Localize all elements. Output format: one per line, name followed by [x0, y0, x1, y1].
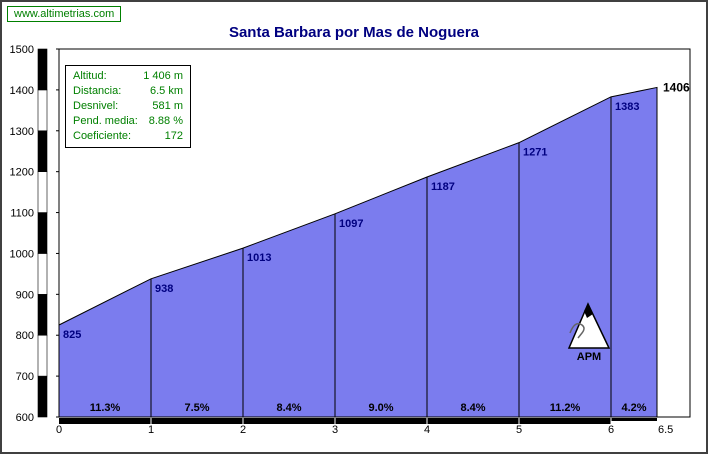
svg-text:900: 900 — [16, 289, 34, 301]
stat-value: 8.88 % — [148, 115, 183, 127]
svg-text:1200: 1200 — [10, 167, 34, 179]
stat-row: Altitud: 1 406 m — [73, 69, 183, 84]
labels-group: 825 938 1013 1097 1187 1271 1383 1406 11.3% 7.5% 8… — [63, 80, 690, 414]
stat-label: Distancia: — [73, 85, 122, 97]
page-title: Santa Barbara por Mas de Noguera — [228, 24, 480, 41]
svg-text:APM: APM — [577, 351, 601, 363]
svg-text:11.3%: 11.3% — [90, 402, 121, 414]
svg-text:2: 2 — [240, 424, 246, 436]
svg-text:800: 800 — [16, 330, 34, 342]
svg-text:0: 0 — [56, 424, 62, 436]
svg-text:1400: 1400 — [10, 85, 34, 97]
stat-row: Coeficiente: 172 — [73, 129, 183, 144]
svg-text:7.5%: 7.5% — [184, 402, 209, 414]
stat-value: 1 406 m — [143, 70, 183, 82]
stat-row: Pend. media: 8.88 % — [73, 114, 183, 129]
svg-text:4.2%: 4.2% — [621, 402, 646, 414]
goat-icon — [569, 322, 585, 339]
svg-text:1013: 1013 — [247, 252, 271, 264]
svg-text:700: 700 — [16, 371, 34, 383]
stat-label: Altitud: — [73, 70, 107, 82]
svg-text:1300: 1300 — [10, 126, 34, 138]
svg-text:1500: 1500 — [10, 44, 34, 56]
stat-row: Distancia: 6.5 km — [73, 84, 183, 99]
site-link[interactable]: www.altimetrias.com — [7, 6, 122, 22]
stat-label: Desnivel: — [73, 100, 119, 112]
svg-text:8.4%: 8.4% — [460, 402, 485, 414]
apm-mountain-icon: APM — [567, 302, 611, 363]
svg-text:5: 5 — [516, 424, 522, 436]
svg-text:8.4%: 8.4% — [276, 402, 301, 414]
svg-text:1: 1 — [148, 424, 154, 436]
svg-text:825: 825 — [63, 329, 81, 341]
svg-text:4: 4 — [424, 424, 430, 436]
svg-text:6: 6 — [608, 424, 614, 436]
svg-text:1100: 1100 — [10, 208, 34, 220]
svg-text:3: 3 — [332, 424, 338, 436]
svg-text:1000: 1000 — [10, 248, 34, 260]
stat-label: Pend. media: — [73, 115, 138, 127]
svg-text:1271: 1271 — [523, 147, 547, 159]
stat-label: Coeficiente: — [73, 130, 132, 142]
stats-box: Altitud: 1 406 m Distancia: 6.5 km Desni… — [65, 65, 191, 148]
axes-group: 600 700 800 900 1000 1100 1200 1300 1400 1500 0 1 2 3… — [10, 44, 691, 436]
svg-text:6.5: 6.5 — [658, 424, 673, 436]
stat-value: 172 — [164, 130, 183, 142]
svg-text:11.2%: 11.2% — [550, 402, 581, 414]
stat-row: Desnivel: 581 m — [73, 99, 183, 114]
site-url[interactable]: www.altimetrias.com — [14, 8, 115, 20]
svg-text:1383: 1383 — [615, 101, 639, 113]
svg-text:600: 600 — [16, 412, 34, 424]
stat-value: 6.5 km — [149, 85, 183, 97]
svg-text:938: 938 — [155, 283, 173, 295]
svg-text:1097: 1097 — [339, 218, 363, 230]
svg-text:1187: 1187 — [431, 181, 455, 193]
svg-text:1406: 1406 — [663, 80, 690, 94]
svg-text:9.0%: 9.0% — [368, 402, 393, 414]
stat-value: 581 m — [152, 100, 183, 112]
